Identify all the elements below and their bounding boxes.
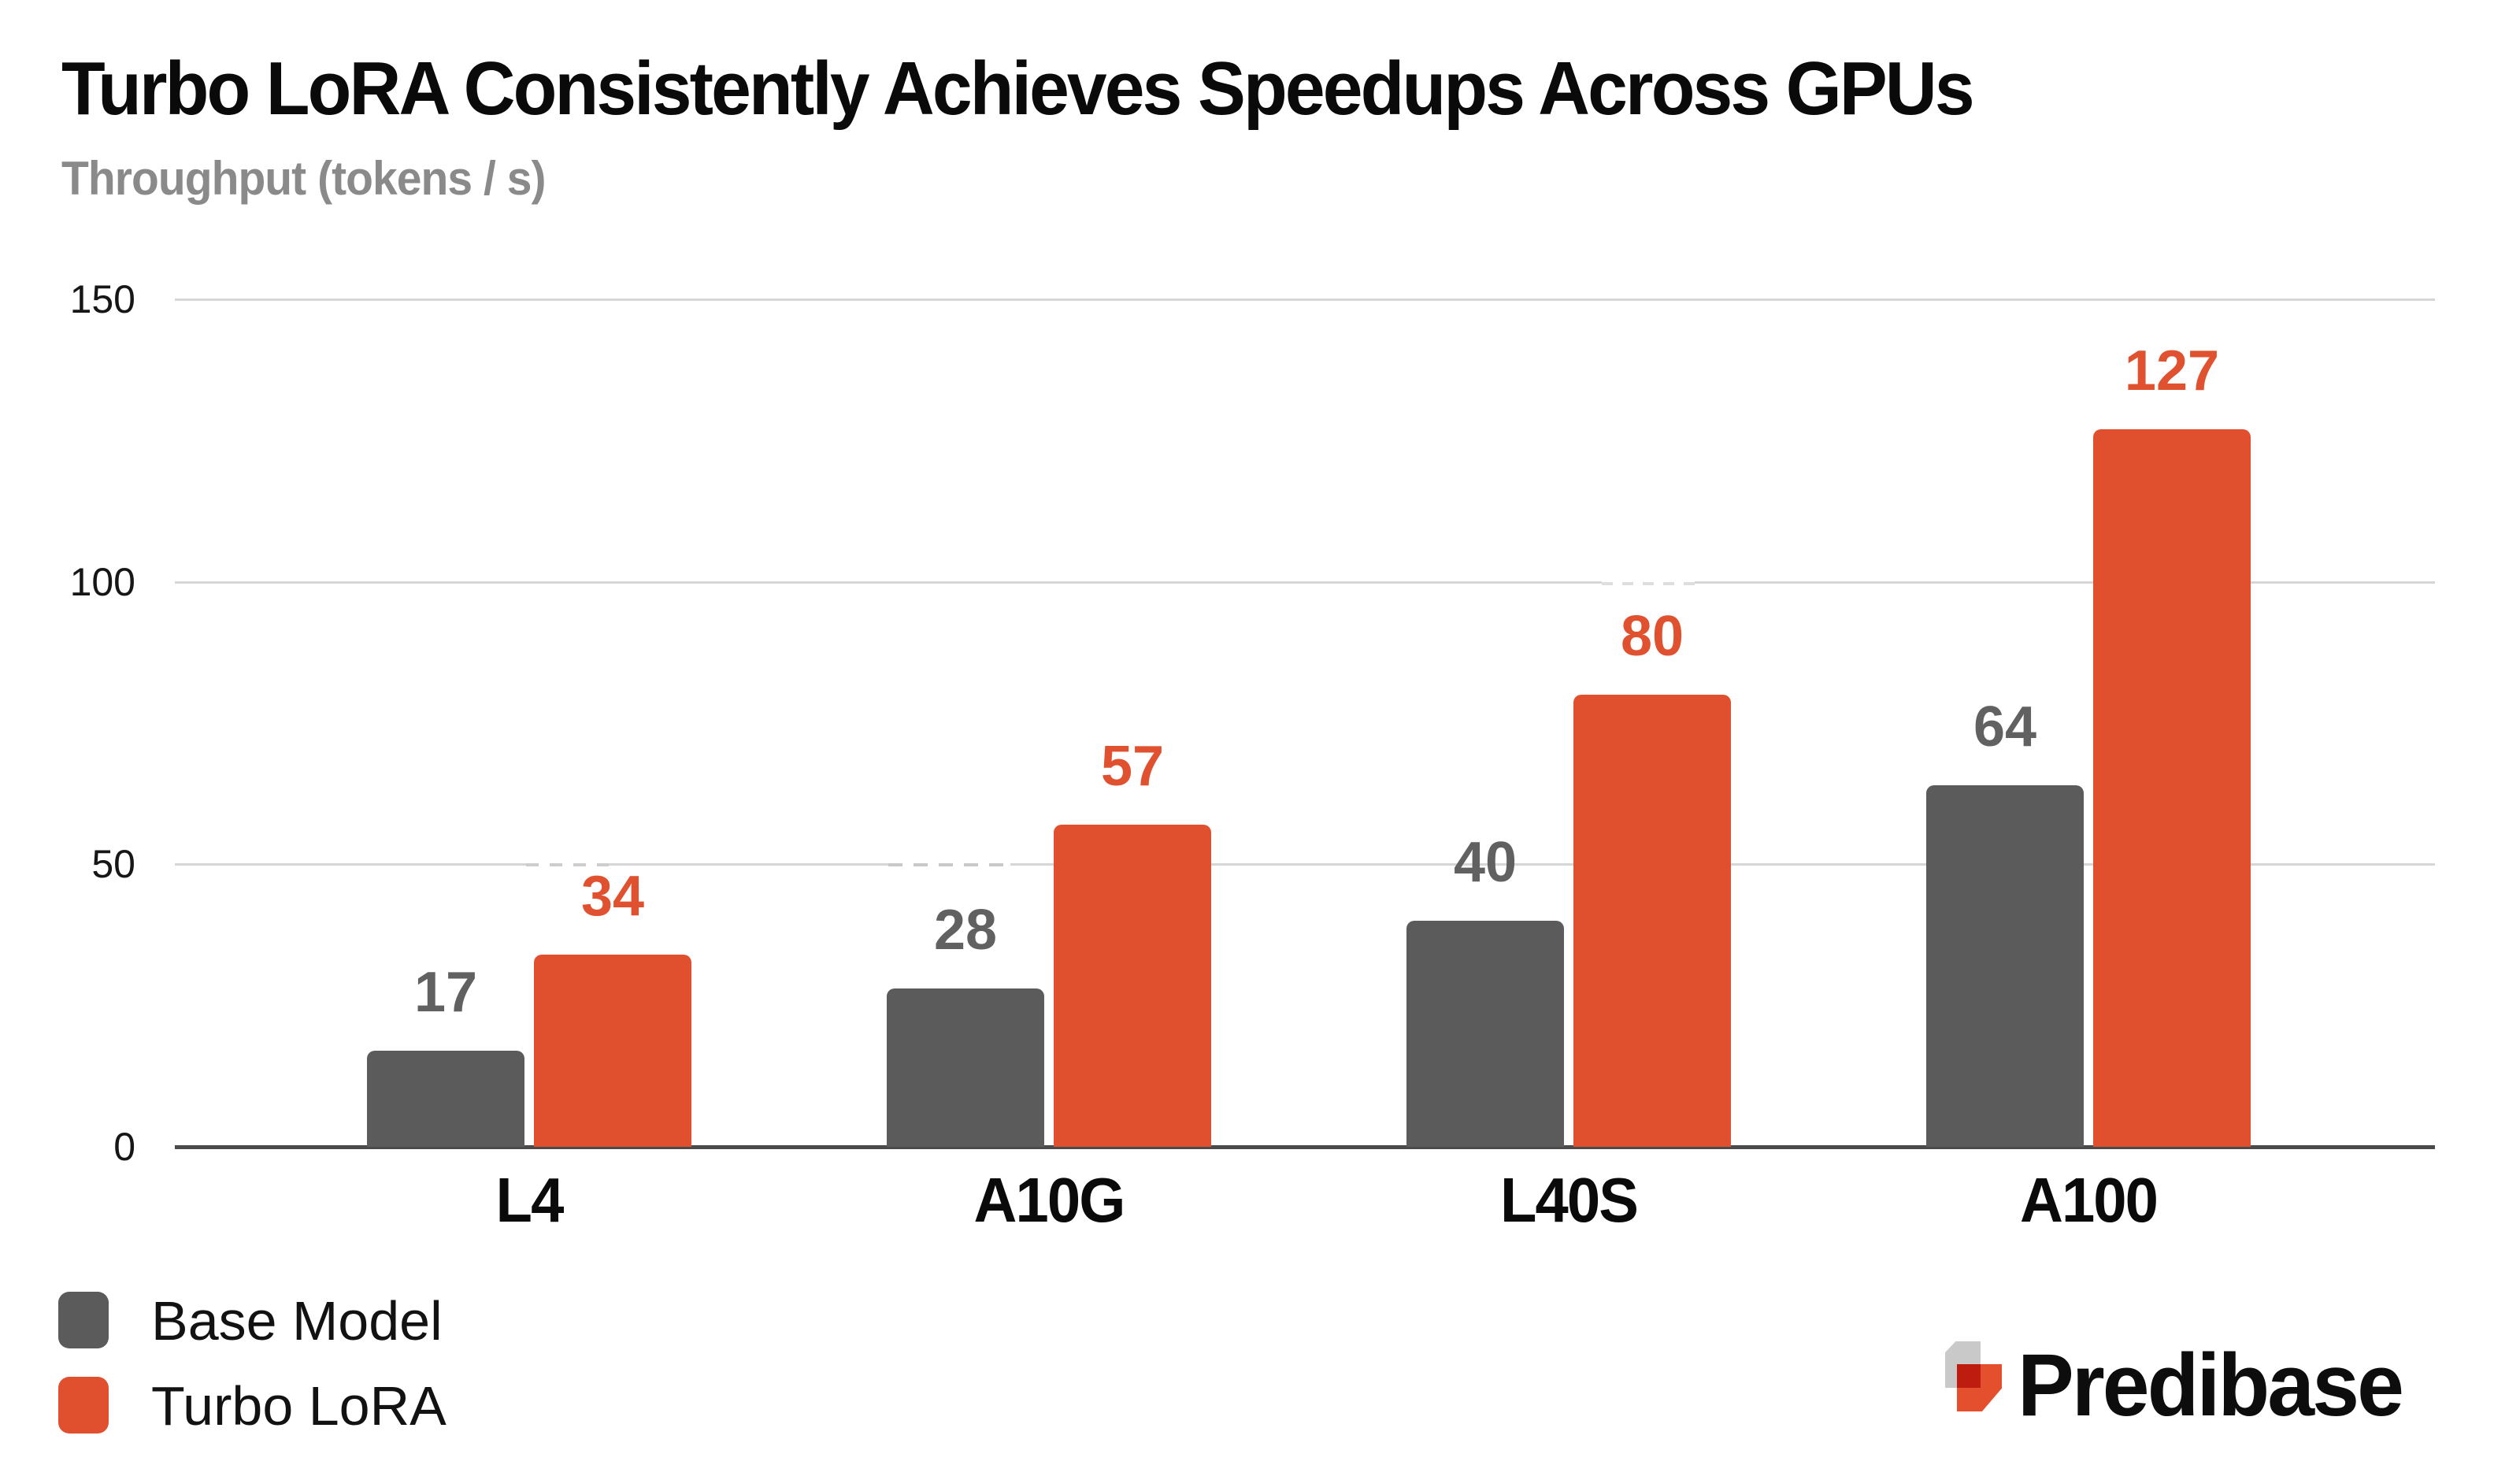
gridline-50	[175, 863, 2435, 866]
predibase-logo-icon	[1944, 1339, 2007, 1418]
bar-turbo-lora-l4	[534, 955, 691, 1147]
gridline-ghost-dashes	[1602, 582, 1695, 585]
value-label-base-model-a100: 64	[1973, 695, 2037, 758]
gridline-ghost-artifact	[526, 858, 609, 871]
x-axis-tick-label-a10g: A10G	[973, 1165, 1126, 1235]
value-label-base-model-l40s: 40	[1453, 831, 1518, 894]
gridline-ghost-artifact	[1602, 576, 1695, 592]
bar-turbo-lora-a100	[2093, 429, 2251, 1147]
gridline-ghost-dashes	[888, 862, 1010, 866]
gridline-150	[175, 299, 2435, 301]
bar-base-model-l40s	[1406, 921, 1564, 1147]
value-label-turbo-lora-a100: 127	[2124, 339, 2220, 402]
y-axis-tick-label-150: 150	[69, 277, 135, 321]
bar-base-model-a10g	[887, 988, 1044, 1147]
predibase-wordmark: Predibase	[2018, 1336, 2404, 1434]
legend-label-base-model: Base Model	[151, 1290, 443, 1352]
bar-turbo-lora-l40s	[1573, 695, 1731, 1147]
bar-base-model-a100	[1926, 785, 2084, 1147]
legend-item-base-model: Base Model	[58, 1292, 610, 1350]
legend-swatch-base-model	[58, 1292, 109, 1348]
logo-red-overlap-square	[1957, 1364, 1981, 1388]
x-axis-tick-label-l40s: L40S	[1499, 1165, 1639, 1235]
value-label-turbo-lora-a10g: 57	[1100, 735, 1165, 798]
gridline-ghost-dashes	[526, 862, 609, 866]
chart-title: Turbo LoRA Consistently Achieves Speedup…	[61, 46, 1975, 131]
value-label-turbo-lora-l40s: 80	[1620, 605, 1684, 668]
y-axis-tick-label-100: 100	[69, 559, 135, 604]
bar-turbo-lora-a10g	[1054, 825, 1211, 1147]
x-axis-tick-label-l4: L4	[495, 1165, 565, 1235]
x-axis-tick-label-a100: A100	[2019, 1165, 2159, 1235]
legend-item-turbo-lora: Turbo LoRA	[58, 1377, 610, 1435]
gridline-100	[175, 580, 2435, 584]
legend-label-turbo-lora: Turbo LoRA	[151, 1375, 447, 1437]
x-axis-line	[175, 1145, 2435, 1149]
y-axis-tick-label-50: 50	[91, 842, 135, 887]
gridline-ghost-artifact	[888, 858, 1010, 871]
chart-subtitle: Throughput (tokens / s)	[61, 152, 547, 205]
value-label-turbo-lora-l4: 34	[580, 865, 645, 928]
y-axis-tick-label-0: 0	[113, 1125, 135, 1169]
bar-base-model-l4	[367, 1051, 524, 1147]
value-label-base-model-l4: 17	[413, 961, 478, 1024]
value-label-base-model-a10g: 28	[933, 899, 998, 962]
legend-swatch-turbo-lora	[58, 1377, 109, 1433]
